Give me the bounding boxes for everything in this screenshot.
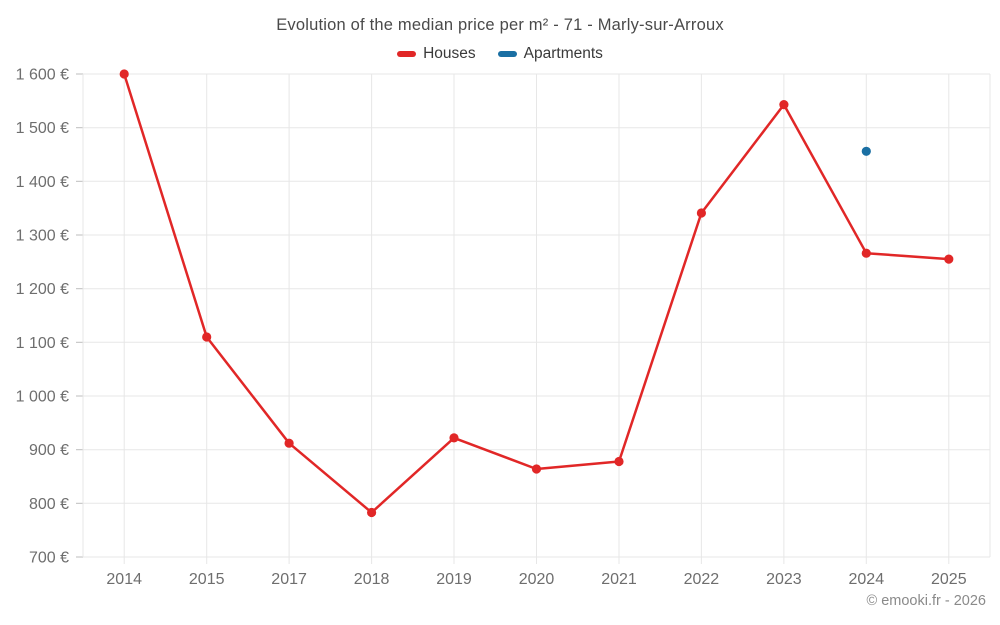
svg-text:2014: 2014 [106, 571, 142, 588]
chart-title: Evolution of the median price per m² - 7… [276, 16, 724, 34]
svg-text:1 000 €: 1 000 € [16, 389, 69, 406]
point-houses-2015 [202, 332, 212, 342]
houses-series [119, 69, 954, 518]
watermark: © emooki.fr - 2026 [866, 593, 986, 609]
svg-text:1 500 €: 1 500 € [16, 120, 69, 137]
x-axis-labels: 2014 2015 2017 2018 2019 2020 2021 2022 2023 2024… [106, 571, 966, 588]
svg-text:2021: 2021 [601, 571, 637, 588]
apartments-series [861, 146, 871, 156]
legend-item-houses[interactable]: Houses [397, 45, 476, 63]
svg-text:1 400 €: 1 400 € [16, 174, 69, 191]
x-gridlines [82, 74, 991, 564]
point-houses-2025 [944, 254, 954, 264]
chart-legend: Houses Apartments [0, 45, 1000, 63]
point-houses-2021 [614, 456, 624, 467]
apartments-series-swatch-icon [497, 51, 517, 57]
svg-text:800 €: 800 € [29, 496, 69, 513]
svg-text:2020: 2020 [519, 571, 555, 588]
svg-text:700 €: 700 € [29, 550, 69, 567]
point-houses-2018 [367, 507, 377, 518]
svg-text:2018: 2018 [354, 571, 390, 588]
legend-label-apartments: Apartments [523, 45, 603, 62]
legend-item-apartments[interactable]: Apartments [497, 45, 603, 63]
svg-text:2019: 2019 [436, 571, 472, 588]
point-apartments-2024 [861, 146, 871, 156]
svg-text:2024: 2024 [849, 571, 885, 588]
point-houses-2019 [449, 433, 459, 443]
svg-text:2015: 2015 [189, 571, 225, 588]
point-houses-2014 [119, 69, 129, 79]
svg-text:1 600 €: 1 600 € [16, 67, 69, 84]
svg-text:1 200 €: 1 200 € [16, 281, 69, 298]
svg-text:900 €: 900 € [29, 442, 69, 459]
svg-text:2022: 2022 [684, 571, 720, 588]
point-houses-2017 [284, 438, 294, 448]
svg-text:2025: 2025 [931, 571, 967, 588]
svg-text:1 100 €: 1 100 € [16, 335, 69, 352]
svg-text:2023: 2023 [766, 571, 802, 588]
svg-text:2017: 2017 [271, 571, 307, 588]
houses-series-swatch-icon [397, 51, 417, 57]
y-gridlines [76, 73, 990, 558]
svg-text:1 300 €: 1 300 € [16, 228, 69, 245]
point-houses-2020 [531, 464, 542, 474]
point-houses-2023 [779, 100, 789, 110]
y-axis-labels: 700 € 800 € 900 € 1 000 € 1 100 € 1 200 € 1 30… [16, 67, 69, 567]
point-houses-2022 [696, 208, 707, 218]
legend-label-houses: Houses [423, 45, 476, 62]
point-houses-2024 [861, 248, 871, 258]
